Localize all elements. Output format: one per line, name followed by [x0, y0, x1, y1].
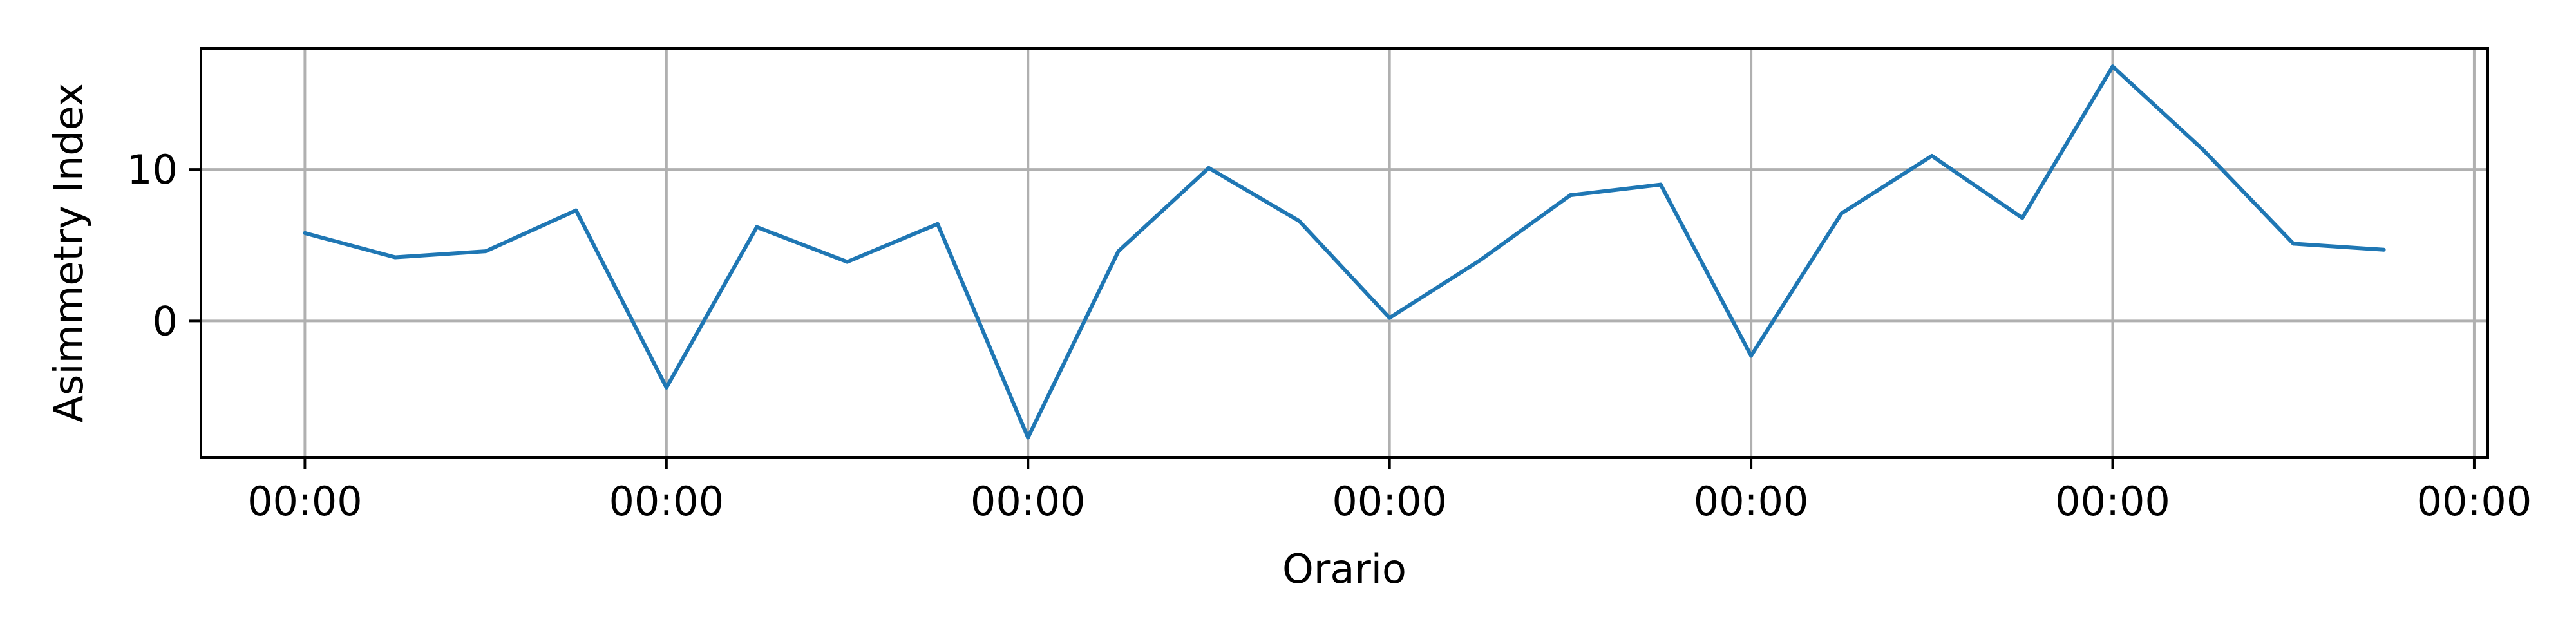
data-point — [1929, 153, 1934, 158]
data-point — [1026, 435, 1030, 440]
data-point — [2020, 216, 2025, 220]
x-tick-label: 00:00 — [2055, 478, 2170, 525]
data-point — [1749, 354, 1754, 358]
x-tick-label: 00:00 — [1332, 478, 1447, 525]
x-tick-label: 00:00 — [247, 478, 363, 525]
data-point — [484, 249, 488, 254]
data-point — [574, 208, 578, 213]
data-point — [755, 225, 759, 229]
data-point — [2201, 147, 2205, 152]
data-point — [1478, 258, 1482, 263]
series-layer — [303, 64, 2386, 440]
data-point — [845, 260, 849, 264]
axis-ticks: 00:00 00:00 00:00 00:00 00:00 00:00 00:00 0 10 — [127, 146, 2532, 525]
data-point — [2291, 242, 2296, 246]
data-point — [664, 385, 668, 390]
data-point — [1839, 211, 1844, 216]
x-tick-label: 00:00 — [609, 478, 724, 525]
x-tick-label: 00:00 — [971, 478, 1086, 525]
y-axis-label: Asimmetry Index — [45, 83, 92, 423]
y-tick-label: 0 — [153, 298, 178, 345]
data-point — [1568, 193, 1573, 198]
data-point — [1206, 166, 1211, 170]
data-point — [1297, 219, 1302, 223]
x-axis-label: Orario — [1282, 545, 1406, 592]
plot-frame — [200, 47, 2489, 459]
data-point — [393, 255, 397, 260]
x-tick-label: 00:00 — [2417, 478, 2532, 525]
y-tick-label: 10 — [127, 146, 178, 193]
x-tick-label: 00:00 — [1694, 478, 1809, 525]
grid-lines — [201, 48, 2488, 457]
data-point — [2382, 247, 2386, 252]
data-point — [303, 231, 307, 235]
data-point — [1116, 249, 1121, 254]
data-point — [1658, 182, 1663, 187]
data-point — [935, 222, 940, 226]
data-point — [2110, 64, 2115, 69]
series-line — [304, 64, 2384, 440]
data-point — [1387, 316, 1392, 320]
